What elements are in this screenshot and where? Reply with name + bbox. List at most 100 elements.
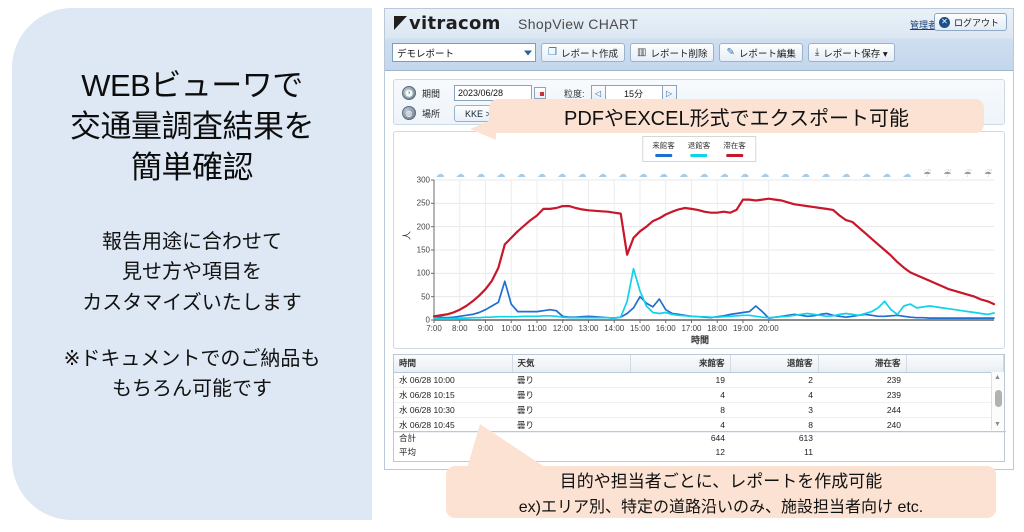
table-cell: 8	[730, 417, 818, 433]
report-toolbar: デモレポート ❐ レポート作成 ▥ レポート削除 ✎ レポート編集 ⤓ レポート…	[392, 43, 895, 62]
legend-label: 滞在客	[723, 141, 746, 150]
calendar-icon[interactable]	[534, 87, 546, 99]
report-select-value: デモレポート	[397, 48, 455, 60]
y-axis-title: 人	[402, 230, 412, 240]
granularity-label: 粒度:	[564, 88, 585, 99]
pencil-icon: ✎	[726, 46, 735, 58]
clock-icon: 🕐	[402, 86, 416, 100]
rain-icon: ☔	[943, 169, 952, 179]
promo-body-text: 報告用途に合わせて 見せ方や項目を カスタマイズいたします	[82, 230, 302, 314]
table-header-cell[interactable]: 来館客	[630, 355, 731, 373]
x-tick-label: 11:00	[527, 324, 547, 333]
chart-legend: 来館客 退館客 滞在客	[642, 136, 756, 162]
legend-item-2[interactable]: 滞在客	[723, 140, 746, 157]
legend-label: 退館客	[687, 141, 711, 150]
legend-item-0[interactable]: 来館客	[652, 140, 675, 157]
x-tick-label: 16:00	[655, 324, 676, 333]
admin-link[interactable]: 管理者	[909, 20, 937, 30]
cloudy-icon: ☁	[618, 169, 628, 179]
data-table: 時間 天気 来館客 退館客 滞在客 水 06/28 10:00 曇り 19 2 239 水 06/…	[394, 355, 1004, 433]
x-tick-label: 10:00	[501, 324, 522, 333]
table-header-cell[interactable]: 滞在客	[818, 355, 907, 373]
summary-cell: 平均	[399, 447, 417, 457]
promo-panel: WEBビューワで 交通量調査結果を 簡単確認 報告用途に合わせて 見せ方や項目を カスタ…	[12, 8, 372, 520]
edit-report-button[interactable]: ✎ レポート編集	[719, 43, 803, 62]
chart-plot-area: 人 時間 0 50 100 150 200 250 300 7:00 8:00 9:00 10:0…	[394, 132, 1006, 350]
x-tick-label: 18:00	[707, 324, 728, 333]
table-cell: 3	[730, 402, 818, 418]
table-header-cell[interactable]: 時間	[394, 355, 513, 373]
cloudy-icon: ☁	[739, 169, 749, 179]
report-callout-tail	[466, 424, 552, 472]
app-header: vitracom ShopView CHART 管理者 ✕ ログアウト デモレポ…	[385, 9, 1013, 71]
summary-cell	[818, 445, 906, 459]
legend-item-1[interactable]: 退館客	[687, 140, 711, 157]
logout-button[interactable]: ✕ ログアウト	[933, 13, 1007, 31]
table-header-cell[interactable]: 退館客	[730, 355, 819, 373]
cloudy-icon: ☁	[841, 169, 851, 179]
x-tick-label: 7:00	[426, 324, 442, 333]
table-cell: 4	[730, 387, 818, 403]
period-row: 🕐 期間 2023/06/28 粒度: ◁ 15分 ▷	[402, 83, 677, 103]
app-title: ShopView CHART	[518, 16, 639, 32]
y-tick-label: 0	[425, 315, 430, 325]
date-input[interactable]: 2023/06/28	[454, 85, 546, 101]
report-callout: 目的や担当者ごとに、レポートを作成可能 ex)エリア別、特定の道路沿いのみ、施設…	[446, 466, 996, 518]
edit-report-label: レポート編集	[738, 48, 796, 60]
cloudy-icon: ☁	[597, 169, 607, 179]
summary-cell: 613	[798, 433, 813, 444]
summary-cell	[818, 431, 906, 445]
report-callout-line1: 目的や担当者ごとに、レポートを作成可能	[559, 472, 883, 491]
brand-name: vitracom	[409, 13, 501, 34]
table-body: 水 06/28 10:00 曇り 19 2 239 水 06/28 10:15 曇り 4 4 23…	[394, 372, 1004, 433]
cloudy-icon: ☁	[800, 169, 810, 179]
table-cell: 水 06/28 10:00	[394, 372, 512, 388]
create-report-button[interactable]: ❐ レポート作成	[541, 43, 625, 62]
table-row[interactable]: 水 06/28 10:30 曇り 8 3 244	[394, 402, 1004, 418]
table-cell: 4	[630, 387, 730, 403]
logout-label: ログアウト	[953, 17, 999, 28]
globe-icon: ◍	[402, 106, 416, 120]
series-1	[433, 267, 995, 320]
x-tick-label: 20:00	[758, 324, 779, 333]
promo-note-text: ※ドキュメントでのご納品も もちろん可能です	[63, 347, 321, 401]
table-cell: 水 06/28 10:30	[394, 402, 512, 418]
summary-row: 平均 12 11	[394, 445, 1006, 459]
table-row[interactable]: 水 06/28 10:15 曇り 4 4 239	[394, 387, 1004, 403]
x-tick-label: 17:00	[681, 324, 702, 333]
scroll-up-icon[interactable]: ▲	[994, 374, 1001, 381]
table-scrollbar[interactable]: ▲ ▼	[991, 372, 1004, 430]
cloudy-icon: ☁	[536, 169, 546, 179]
table-row[interactable]: 水 06/28 10:45 曇り 4 8 240	[394, 417, 1004, 433]
x-axis-title: 時間	[690, 335, 709, 345]
place-label: 場所	[422, 108, 441, 119]
delete-report-button[interactable]: ▥ レポート削除	[629, 43, 715, 62]
summary-cell: 11	[804, 447, 813, 457]
y-tick-label: 250	[416, 198, 430, 208]
x-tick-label: 8:00	[451, 324, 468, 333]
table-cell: 水 06/28 10:15	[394, 387, 512, 403]
save-download-icon: ⤓	[814, 46, 820, 58]
save-report-button[interactable]: ⤓ レポート保存 ▾	[807, 43, 895, 62]
close-icon: ✕	[938, 16, 950, 28]
create-report-label: レポート作成	[560, 48, 618, 60]
table-row[interactable]: 水 06/28 10:00 曇り 19 2 239	[394, 372, 1004, 388]
table-cell: 19	[630, 372, 730, 388]
table-cell: 239	[818, 372, 906, 388]
scrollbar-thumb[interactable]	[995, 390, 1002, 407]
cloudy-icon: ☁	[638, 169, 648, 179]
legend-label: 来館客	[652, 141, 675, 150]
x-tick-label: 12:00	[552, 324, 573, 333]
period-label: 期間	[422, 88, 441, 99]
series-2	[432, 197, 996, 318]
x-tick-label: 15:00	[629, 324, 650, 333]
cloudy-icon: ☁	[882, 169, 892, 179]
report-select[interactable]: デモレポート	[392, 43, 536, 62]
table-header-cell[interactable]: 天気	[512, 355, 631, 373]
scroll-down-icon[interactable]: ▼	[994, 421, 1001, 428]
table-cell: 4	[630, 417, 730, 433]
table-cell: 2	[730, 372, 818, 388]
table-header-cell[interactable]	[906, 355, 1004, 373]
cloudy-icon: ☁	[496, 169, 506, 179]
brand-row: vitracom ShopView CHART 管理者 ✕ ログアウト	[385, 9, 1013, 41]
